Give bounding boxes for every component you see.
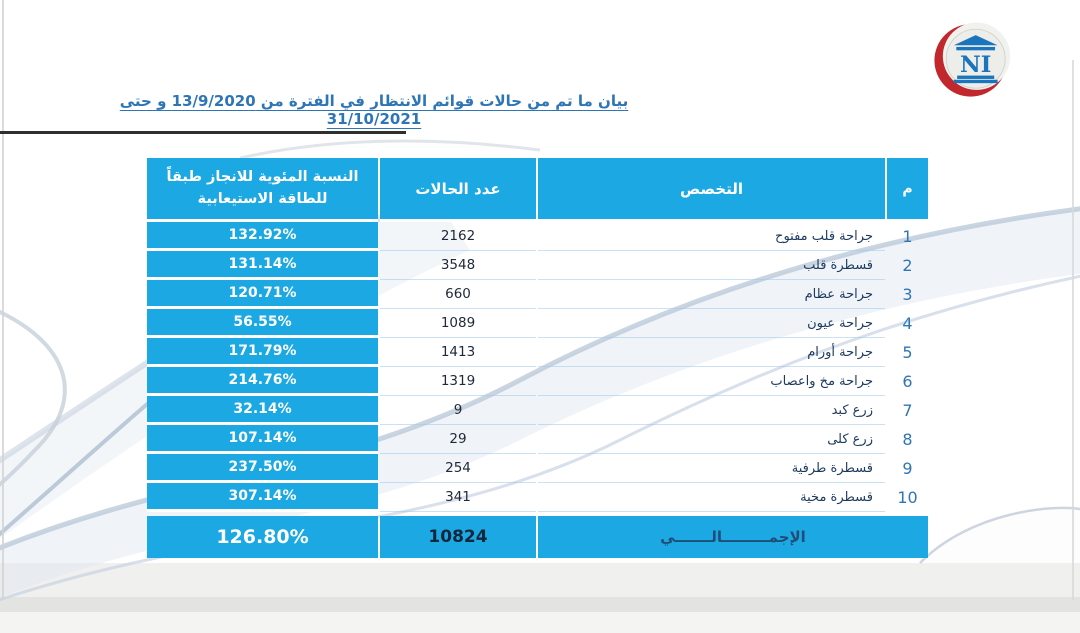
logo-building-icon <box>953 35 998 84</box>
header-percentage: النسبة المئوية للانجاز طبقاً للطاقة الاس… <box>147 158 378 222</box>
row-cases: 2162 <box>380 222 536 251</box>
header-cases: عدد الحالات <box>380 158 536 222</box>
row-index: 2 <box>902 256 913 275</box>
row-cases: 29 <box>380 425 536 454</box>
row-cases: 1413 <box>380 338 536 367</box>
total-cases: 10824 <box>380 516 536 558</box>
row-percentage: 32.14% <box>147 396 378 425</box>
row-index: 8 <box>902 430 913 449</box>
row-index: 5 <box>902 343 913 362</box>
row-index: 4 <box>902 314 913 333</box>
table-row: 7 زرع كبد 9 32.14% <box>145 396 928 425</box>
row-index: 3 <box>902 285 913 304</box>
total-percentage: 126.80% <box>147 516 378 558</box>
table-row: 8 زرع كلى 29 107.14% <box>145 425 928 454</box>
row-specialty: زرع كبد <box>538 396 885 425</box>
row-cases: 3548 <box>380 251 536 280</box>
row-percentage: 132.92% <box>147 222 378 251</box>
row-percentage: 107.14% <box>147 425 378 454</box>
row-specialty: قسطرة مخية <box>538 483 885 512</box>
table-body: 1 جراحة قلب مفتوح 2162 132.92% 2 قسطرة ق… <box>145 222 928 512</box>
row-index: 6 <box>902 372 913 391</box>
row-cases: 254 <box>380 454 536 483</box>
table-row: 5 جراحة أورام 1413 171.79% <box>145 338 928 367</box>
table-total-row: الإجمـــــــــالـــــــي 10824 126.80% <box>145 516 928 558</box>
row-percentage: 307.14% <box>147 483 378 512</box>
row-percentage: 214.76% <box>147 367 378 396</box>
row-cases: 1089 <box>380 309 536 338</box>
ni-logo: NI <box>934 22 1011 97</box>
total-label: الإجمـــــــــالـــــــي <box>538 516 928 558</box>
title-divider <box>0 131 406 134</box>
row-percentage: 56.55% <box>147 309 378 338</box>
table-header-row: م التخصص عدد الحالات النسبة المئوية للان… <box>145 158 928 222</box>
row-percentage: 171.79% <box>147 338 378 367</box>
row-index: 1 <box>902 227 913 246</box>
table-row: 3 جراحة عظام 660 120.71% <box>145 280 928 309</box>
header-specialty: التخصص <box>538 158 885 222</box>
row-cases: 1319 <box>380 367 536 396</box>
row-index: 10 <box>897 488 918 507</box>
table-row: 2 قسطرة قلب 3548 131.14% <box>145 251 928 280</box>
row-specialty: قسطرة قلب <box>538 251 885 280</box>
logo-text: NI <box>960 52 991 78</box>
row-percentage: 131.14% <box>147 251 378 280</box>
row-specialty: جراحة عيون <box>538 309 885 338</box>
table-row: 10 قسطرة مخية 341 307.14% <box>145 483 928 512</box>
table-row: 1 جراحة قلب مفتوح 2162 132.92% <box>145 222 928 251</box>
row-specialty: قسطرة طرفية <box>538 454 885 483</box>
row-specialty: جراحة قلب مفتوح <box>538 222 885 251</box>
page-title: بيان ما تم من حالات قوائم الانتظار في ال… <box>119 92 629 128</box>
row-percentage: 120.71% <box>147 280 378 309</box>
row-specialty: جراحة أورام <box>538 338 885 367</box>
row-cases: 9 <box>380 396 536 425</box>
row-specialty: زرع كلى <box>538 425 885 454</box>
row-cases: 660 <box>380 280 536 309</box>
row-specialty: جراحة عظام <box>538 280 885 309</box>
waiting-list-table: م التخصص عدد الحالات النسبة المئوية للان… <box>145 158 928 558</box>
row-index: 9 <box>902 459 913 478</box>
row-specialty: جراحة مخ واعصاب <box>538 367 885 396</box>
row-index: 7 <box>902 401 913 420</box>
table-row: 6 جراحة مخ واعصاب 1319 214.76% <box>145 367 928 396</box>
row-cases: 341 <box>380 483 536 512</box>
table-row: 9 قسطرة طرفية 254 237.50% <box>145 454 928 483</box>
row-percentage: 237.50% <box>147 454 378 483</box>
table-row: 4 جراحة عيون 1089 56.55% <box>145 309 928 338</box>
header-index: م <box>887 158 928 222</box>
